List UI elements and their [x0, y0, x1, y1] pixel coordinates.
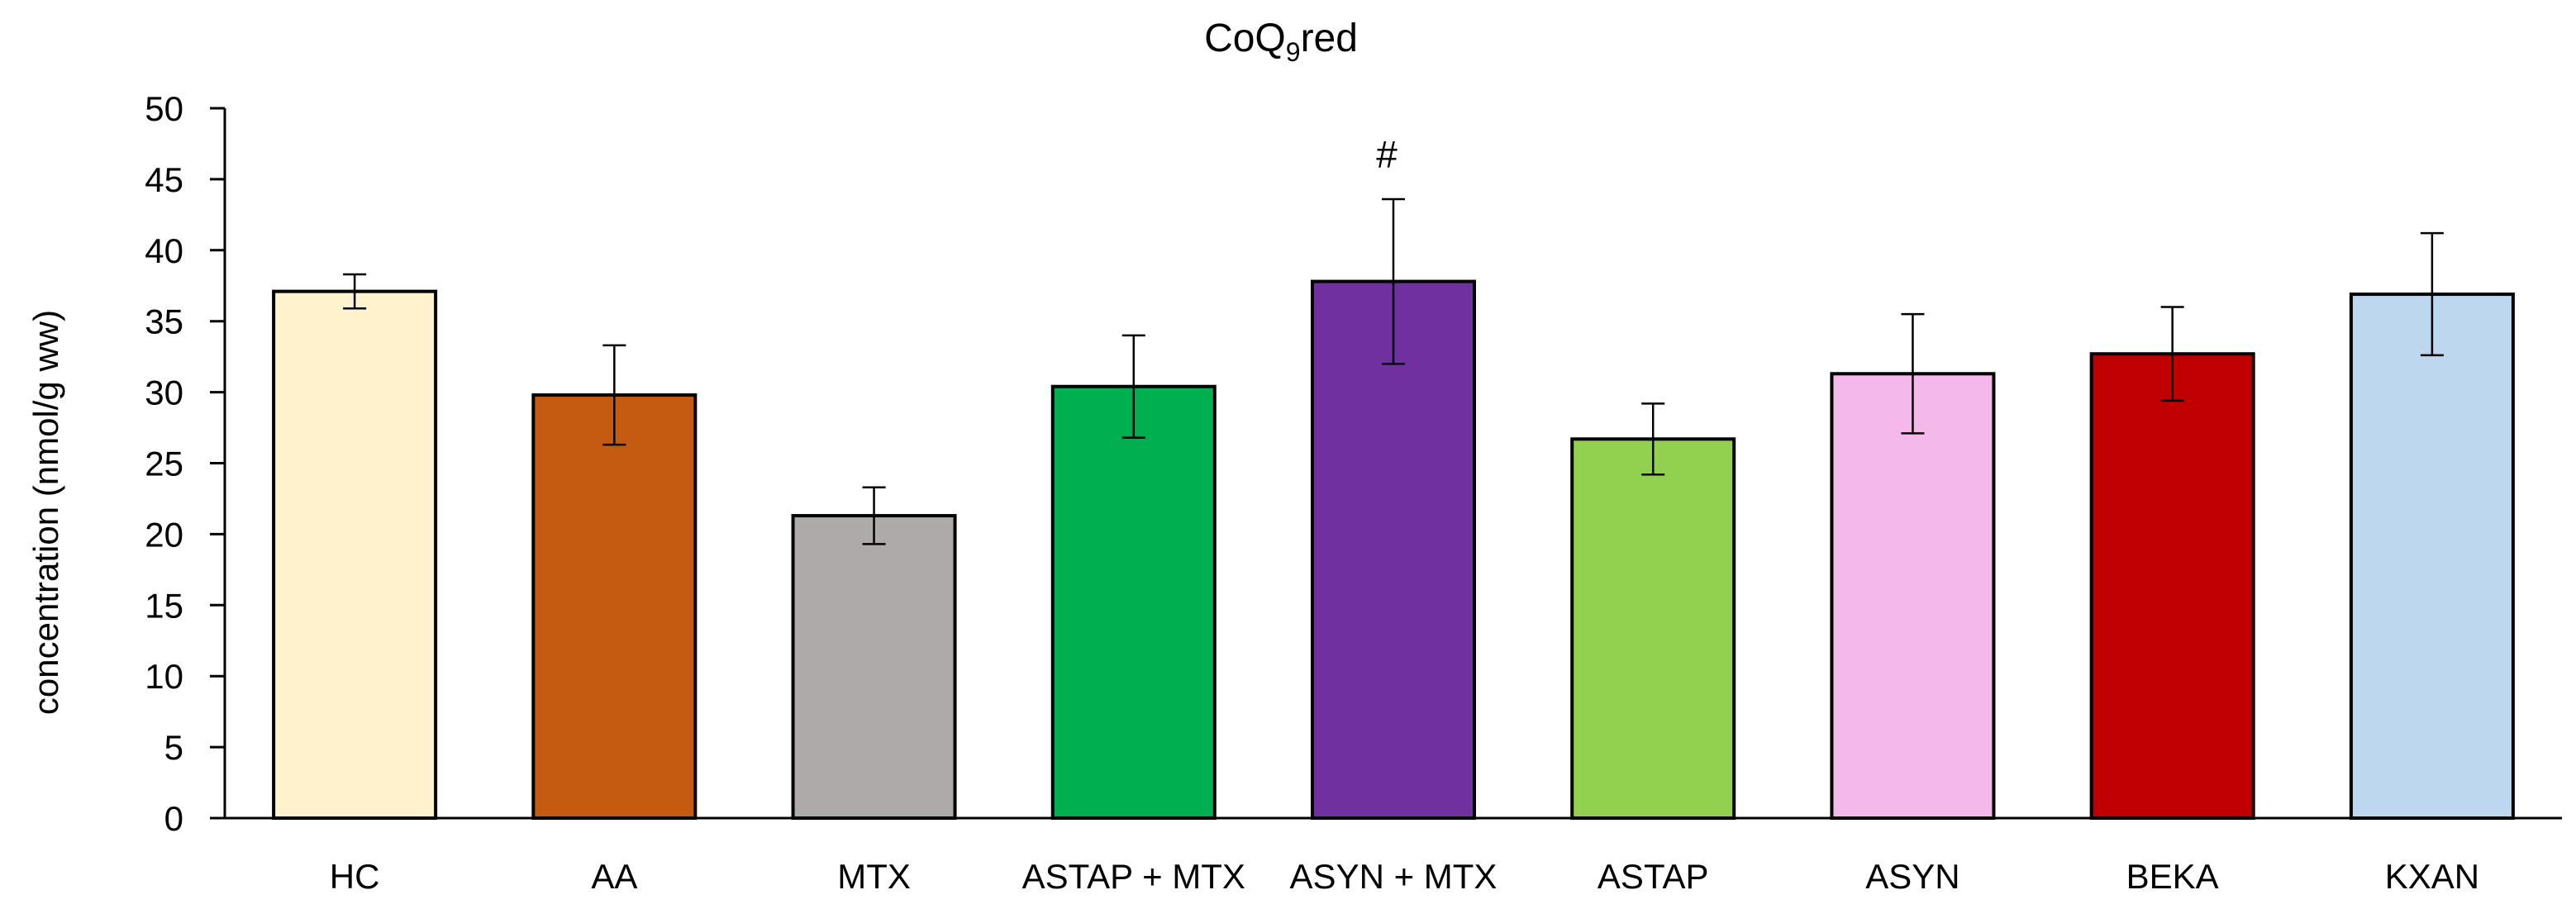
bars-layer — [272, 279, 2515, 821]
x-tick-label: MTX — [837, 857, 911, 896]
bar-hc — [272, 289, 438, 820]
y-tick-labels: 0 5 10 15 20 25 30 35 40 45 50 — [145, 89, 183, 838]
y-tick-label: 25 — [145, 445, 183, 483]
x-tick-label: HC — [330, 857, 380, 896]
bar-asyn-mtx — [1311, 279, 1476, 820]
y-tick-label: 5 — [164, 728, 183, 767]
x-tick-labels: HC AA MTX ASTAP + MTX ASYN + MTX ASTAP ASYN BEK… — [330, 857, 2479, 896]
x-tick-label: ASTAP + MTX — [1022, 857, 1245, 896]
y-axis-label: concentration (nmol/g ww) — [26, 310, 65, 715]
x-tick-label: BEKA — [2126, 857, 2219, 896]
y-tick-label: 40 — [145, 231, 183, 270]
axes-layer — [210, 107, 2562, 820]
x-tick-label: ASYN — [1865, 857, 1959, 896]
bar-aa — [531, 393, 698, 820]
y-tick-label: 35 — [145, 302, 183, 341]
y-tick-label: 0 — [164, 799, 183, 838]
annotations-layer: # — [1376, 133, 1398, 176]
chart-title-subscript: 9 — [1286, 37, 1301, 67]
bar-asyn — [1830, 372, 1996, 820]
significance-annotation: # — [1376, 133, 1398, 176]
chart-title-main: CoQ — [1204, 17, 1286, 60]
bar-astap-mtx — [1050, 384, 1217, 820]
x-tick-label: ASTAP — [1598, 857, 1709, 896]
x-tick-label: ASYN + MTX — [1290, 857, 1498, 896]
y-tick-label: 45 — [145, 160, 183, 199]
chart-title-suffix: red — [1301, 17, 1358, 60]
bar-beka — [2089, 352, 2255, 820]
y-tick-label: 10 — [145, 657, 183, 696]
y-tick-label: 50 — [145, 89, 183, 128]
error-bars-layer — [343, 198, 2444, 545]
y-tick-label: 15 — [145, 586, 183, 625]
chart-title: CoQ9red — [1204, 17, 1358, 67]
bar-kxan — [2349, 293, 2515, 821]
x-tick-label: AA — [591, 857, 637, 896]
y-tick-label: 30 — [145, 374, 183, 412]
y-tick-label: 20 — [145, 515, 183, 554]
bar-astap — [1570, 437, 1736, 820]
x-tick-label: KXAN — [2385, 857, 2479, 896]
bar-mtx — [791, 514, 957, 820]
